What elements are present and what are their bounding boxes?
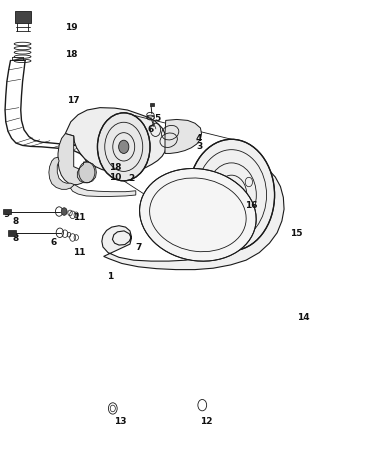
Polygon shape bbox=[65, 108, 166, 172]
Circle shape bbox=[118, 140, 129, 153]
Circle shape bbox=[225, 187, 238, 203]
Circle shape bbox=[61, 208, 67, 215]
Text: 4: 4 bbox=[196, 134, 202, 143]
Text: 17: 17 bbox=[67, 96, 80, 105]
FancyBboxPatch shape bbox=[15, 11, 31, 23]
Text: 18: 18 bbox=[65, 50, 78, 59]
Polygon shape bbox=[77, 162, 96, 183]
Text: 15: 15 bbox=[290, 229, 302, 238]
Text: 7: 7 bbox=[136, 243, 142, 252]
Text: 13: 13 bbox=[114, 417, 126, 426]
Text: 14: 14 bbox=[297, 314, 310, 322]
Polygon shape bbox=[70, 185, 136, 197]
Text: 16: 16 bbox=[245, 201, 258, 210]
Polygon shape bbox=[58, 133, 85, 185]
Text: 3: 3 bbox=[196, 142, 202, 152]
Text: 6: 6 bbox=[148, 125, 154, 134]
Polygon shape bbox=[165, 119, 202, 153]
Text: 19: 19 bbox=[65, 23, 78, 32]
Text: 8: 8 bbox=[13, 218, 19, 227]
FancyBboxPatch shape bbox=[8, 230, 16, 236]
Text: 12: 12 bbox=[201, 417, 213, 426]
Circle shape bbox=[98, 113, 150, 181]
Text: 8: 8 bbox=[13, 234, 19, 243]
Text: 2: 2 bbox=[128, 174, 135, 183]
Text: 18: 18 bbox=[109, 163, 122, 172]
Text: 11: 11 bbox=[72, 248, 85, 257]
Polygon shape bbox=[102, 162, 284, 270]
Ellipse shape bbox=[139, 169, 256, 261]
Text: 6: 6 bbox=[51, 238, 57, 247]
Circle shape bbox=[188, 139, 275, 251]
Polygon shape bbox=[49, 157, 74, 190]
Text: 10: 10 bbox=[109, 172, 121, 181]
FancyBboxPatch shape bbox=[3, 209, 11, 214]
Text: 9: 9 bbox=[3, 210, 10, 219]
Text: 1: 1 bbox=[107, 272, 114, 281]
Text: 5: 5 bbox=[154, 114, 160, 123]
Text: 11: 11 bbox=[72, 213, 85, 222]
FancyBboxPatch shape bbox=[150, 104, 154, 106]
